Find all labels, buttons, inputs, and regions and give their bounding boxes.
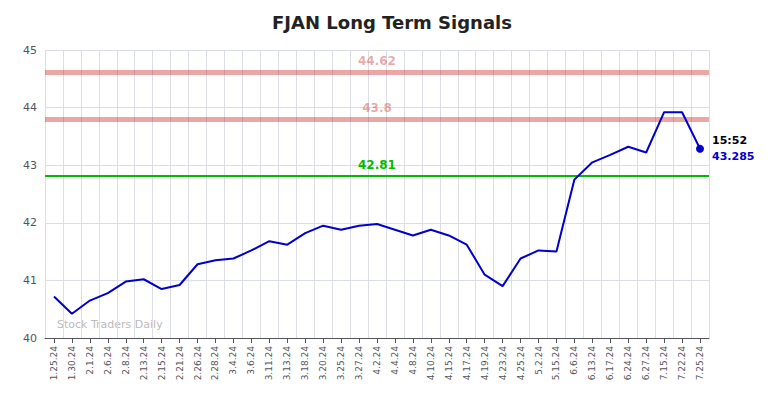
svg-text:6.27.24: 6.27.24 bbox=[641, 346, 651, 381]
svg-text:4.25.24: 4.25.24 bbox=[516, 346, 526, 381]
svg-text:4.23.24: 4.23.24 bbox=[498, 346, 508, 381]
svg-text:6.6.24: 6.6.24 bbox=[569, 346, 579, 375]
svg-text:43.8: 43.8 bbox=[362, 101, 392, 115]
svg-text:2.21.24: 2.21.24 bbox=[175, 346, 185, 381]
svg-text:1.30.24: 1.30.24 bbox=[67, 346, 77, 381]
svg-text:FJAN Long Term Signals: FJAN Long Term Signals bbox=[272, 12, 512, 33]
svg-text:42.81: 42.81 bbox=[358, 158, 396, 172]
svg-text:4.15.24: 4.15.24 bbox=[444, 346, 454, 381]
svg-text:2.28.24: 2.28.24 bbox=[210, 346, 220, 381]
svg-text:6.17.24: 6.17.24 bbox=[605, 346, 615, 381]
svg-text:15:52: 15:52 bbox=[712, 134, 747, 147]
svg-text:44.62: 44.62 bbox=[358, 54, 396, 68]
svg-text:6.13.24: 6.13.24 bbox=[587, 346, 597, 381]
svg-text:41: 41 bbox=[23, 274, 37, 287]
svg-text:5.2.24: 5.2.24 bbox=[534, 346, 544, 375]
svg-text:3.20.24: 3.20.24 bbox=[318, 346, 328, 381]
svg-text:42: 42 bbox=[23, 216, 37, 229]
svg-text:4.17.24: 4.17.24 bbox=[462, 346, 472, 381]
svg-text:3.25.24: 3.25.24 bbox=[336, 346, 346, 381]
svg-text:43.285: 43.285 bbox=[712, 150, 754, 163]
svg-text:1.25.24: 1.25.24 bbox=[49, 346, 59, 381]
svg-text:3.18.24: 3.18.24 bbox=[300, 346, 310, 381]
svg-text:4.19.24: 4.19.24 bbox=[480, 346, 490, 381]
svg-text:7.15.24: 7.15.24 bbox=[659, 346, 669, 381]
svg-text:3.6.24: 3.6.24 bbox=[246, 346, 256, 375]
svg-text:3.27.24: 3.27.24 bbox=[354, 346, 364, 381]
svg-text:3.4.24: 3.4.24 bbox=[228, 346, 238, 375]
svg-text:4.10.24: 4.10.24 bbox=[426, 346, 436, 381]
svg-text:40: 40 bbox=[23, 332, 37, 345]
svg-text:3.13.24: 3.13.24 bbox=[282, 346, 292, 381]
svg-text:2.13.24: 2.13.24 bbox=[139, 346, 149, 381]
svg-text:6.24.24: 6.24.24 bbox=[623, 346, 633, 381]
svg-text:2.15.24: 2.15.24 bbox=[157, 346, 167, 381]
svg-text:3.11.24: 3.11.24 bbox=[264, 346, 274, 381]
svg-text:45: 45 bbox=[23, 44, 37, 57]
svg-text:7.22.24: 7.22.24 bbox=[677, 346, 687, 381]
svg-text:4.8.24: 4.8.24 bbox=[408, 346, 418, 375]
svg-text:2.1.24: 2.1.24 bbox=[85, 346, 95, 375]
svg-text:44: 44 bbox=[23, 101, 37, 114]
svg-text:2.8.24: 2.8.24 bbox=[121, 346, 131, 375]
svg-text:2.26.24: 2.26.24 bbox=[193, 346, 203, 381]
svg-text:7.25.24: 7.25.24 bbox=[695, 346, 705, 381]
svg-text:43: 43 bbox=[23, 159, 37, 172]
svg-text:2.6.24: 2.6.24 bbox=[103, 346, 113, 375]
svg-text:5.15.24: 5.15.24 bbox=[551, 346, 561, 381]
svg-text:Stock Traders Daily: Stock Traders Daily bbox=[57, 318, 163, 331]
svg-text:4.2.24: 4.2.24 bbox=[372, 346, 382, 375]
svg-text:4.4.24: 4.4.24 bbox=[390, 346, 400, 375]
